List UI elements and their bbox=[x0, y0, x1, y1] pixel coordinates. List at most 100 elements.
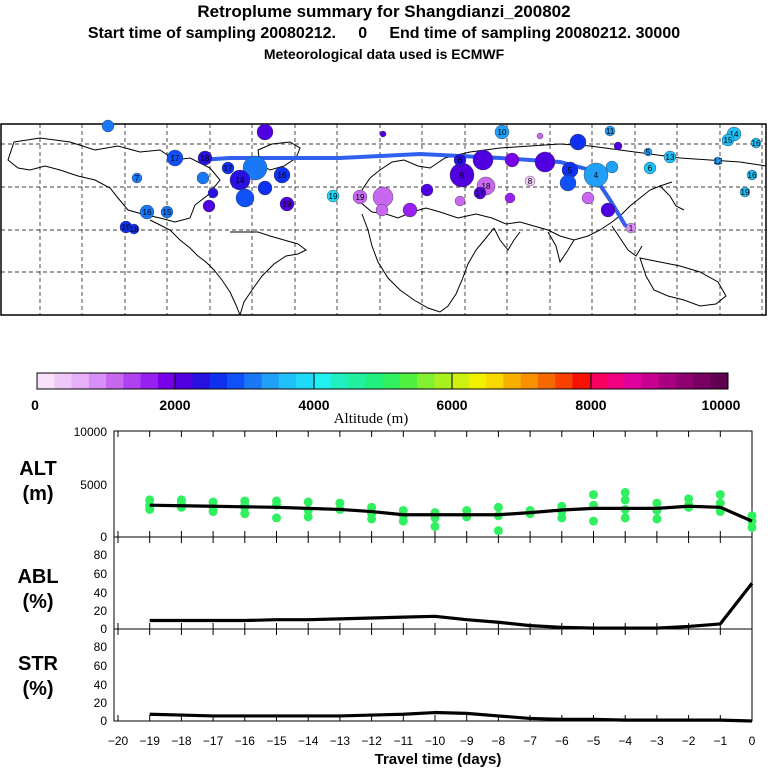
x-tick-label: −15 bbox=[266, 734, 287, 748]
cluster-bubble bbox=[494, 124, 510, 140]
cluster-bubble bbox=[160, 205, 174, 219]
cluster-bubble bbox=[221, 161, 235, 175]
x-tick-label: 0 bbox=[749, 734, 756, 748]
cluster-label: 6 bbox=[458, 156, 463, 165]
alt-scatter-point bbox=[367, 502, 377, 512]
colorbar-tick: 4000 bbox=[298, 397, 329, 413]
alt-scatter-point bbox=[208, 497, 218, 507]
cluster-bubble bbox=[139, 204, 155, 220]
alt-scatter-point bbox=[145, 495, 155, 505]
cluster-bubble bbox=[420, 183, 434, 197]
abl-label: ABL bbox=[17, 566, 58, 588]
alt-scatter-point bbox=[272, 513, 281, 523]
cluster-bubble bbox=[643, 147, 653, 157]
x-tick-label: −1 bbox=[713, 734, 727, 748]
cluster-label: 12 bbox=[714, 157, 723, 166]
colorbar-cell bbox=[693, 373, 712, 389]
colorbar-cell bbox=[175, 373, 193, 389]
cluster-bubble bbox=[202, 199, 216, 213]
cluster-bubble bbox=[581, 191, 595, 205]
x-tick-label: −8 bbox=[492, 734, 506, 748]
alt-scatter-point bbox=[589, 490, 598, 500]
cluster-label: 14 bbox=[236, 176, 245, 185]
cluster-bubble bbox=[402, 202, 418, 218]
colorbar-cell bbox=[106, 373, 124, 389]
colorbar-cell bbox=[209, 373, 228, 389]
x-tick-label: −14 bbox=[298, 734, 319, 748]
cluster-bubble bbox=[279, 196, 295, 212]
colorbar-tick-labels: 0 2000 4000 6000 8000 10000 bbox=[31, 397, 741, 413]
alt-scatter-point bbox=[272, 496, 281, 506]
x-tick-label: −13 bbox=[330, 734, 351, 748]
alt-label: ALT bbox=[19, 458, 56, 480]
cluster-bubble bbox=[625, 222, 637, 234]
cluster-bubble bbox=[643, 161, 657, 175]
colorbar-cell bbox=[54, 373, 73, 389]
alt-scatter-point bbox=[335, 498, 345, 508]
cluster-label: 5 bbox=[568, 166, 573, 175]
cluster-label: 4 bbox=[594, 171, 599, 180]
cluster-label: 15 bbox=[163, 208, 172, 217]
colorbar-cell bbox=[399, 373, 418, 389]
abl-unit: (%) bbox=[22, 591, 53, 613]
abl-ytick: 0 bbox=[100, 622, 107, 636]
abl-series-line bbox=[149, 582, 754, 630]
alt-scatter-point bbox=[747, 522, 757, 532]
alt-scatter-point bbox=[620, 495, 630, 505]
cluster-bubble bbox=[235, 188, 255, 208]
colorbar-cell bbox=[88, 373, 107, 389]
plot-marks bbox=[145, 487, 757, 723]
abl-ytick: 40 bbox=[94, 586, 108, 600]
cluster-bubble bbox=[256, 123, 274, 141]
colorbar-tick: 6000 bbox=[436, 397, 467, 413]
cluster-bubble bbox=[604, 125, 616, 137]
colorbar-cell bbox=[278, 373, 297, 389]
cluster-bubble bbox=[166, 149, 184, 167]
colorbar-cell bbox=[641, 373, 660, 389]
cluster-bubble bbox=[739, 186, 751, 198]
colorbar-tick: 0 bbox=[31, 397, 39, 413]
cluster-bubble bbox=[504, 152, 520, 168]
cluster-bubble bbox=[605, 160, 619, 174]
abl-ytick: 60 bbox=[94, 567, 108, 581]
alt-scatter-point bbox=[367, 514, 377, 524]
colorbar-cell bbox=[157, 373, 176, 389]
str-label: STR bbox=[18, 653, 59, 675]
abl-ytick: 80 bbox=[94, 548, 108, 562]
colorbar-cell bbox=[434, 373, 453, 389]
cluster-label: 18 bbox=[201, 154, 210, 163]
alt-ytick: 10000 bbox=[74, 425, 108, 439]
colorbar-cells bbox=[37, 373, 729, 389]
colorbar-cell bbox=[520, 373, 539, 389]
colorbar-cell bbox=[227, 373, 245, 389]
x-tick-label: −20 bbox=[108, 734, 129, 748]
colorbar-cell bbox=[365, 373, 383, 389]
cluster-bubble bbox=[207, 187, 219, 199]
str-ytick: 20 bbox=[94, 696, 108, 710]
x-tick-label: −7 bbox=[523, 734, 537, 748]
colorbar-cell bbox=[451, 373, 470, 389]
cluster-label: 16 bbox=[748, 171, 757, 180]
colorbar-cell bbox=[503, 373, 522, 389]
str-ytick: 80 bbox=[94, 640, 108, 654]
cluster-bubble bbox=[453, 153, 467, 167]
colorbar-cell bbox=[624, 373, 643, 389]
x-tick-label: −17 bbox=[203, 734, 224, 748]
cluster-label: 6 bbox=[648, 164, 653, 173]
cluster-bubble bbox=[524, 175, 536, 187]
cluster-label: 11 bbox=[606, 127, 615, 136]
cluster-label: 16 bbox=[278, 171, 287, 180]
cluster-bubble bbox=[746, 169, 758, 181]
cluster-bubble bbox=[721, 133, 735, 147]
alt-scatter-point bbox=[240, 509, 250, 519]
colorbar-label: Altitude (m) bbox=[334, 411, 409, 427]
cluster-label: 18 bbox=[482, 182, 491, 191]
x-tick-label: −10 bbox=[425, 734, 446, 748]
alt-ytick: 5000 bbox=[80, 478, 107, 492]
alt-scatter-point bbox=[620, 513, 630, 523]
x-axis-ticks: −20 −19 −18 −17 −16 −15 −14 −13 −12 −11 −10 −9 −8 −7−… bbox=[108, 431, 756, 748]
str-ytick: 40 bbox=[94, 678, 108, 692]
colorbar-cell bbox=[313, 373, 332, 389]
cluster-bubble bbox=[473, 186, 487, 200]
cluster-label: 17 bbox=[476, 189, 485, 198]
